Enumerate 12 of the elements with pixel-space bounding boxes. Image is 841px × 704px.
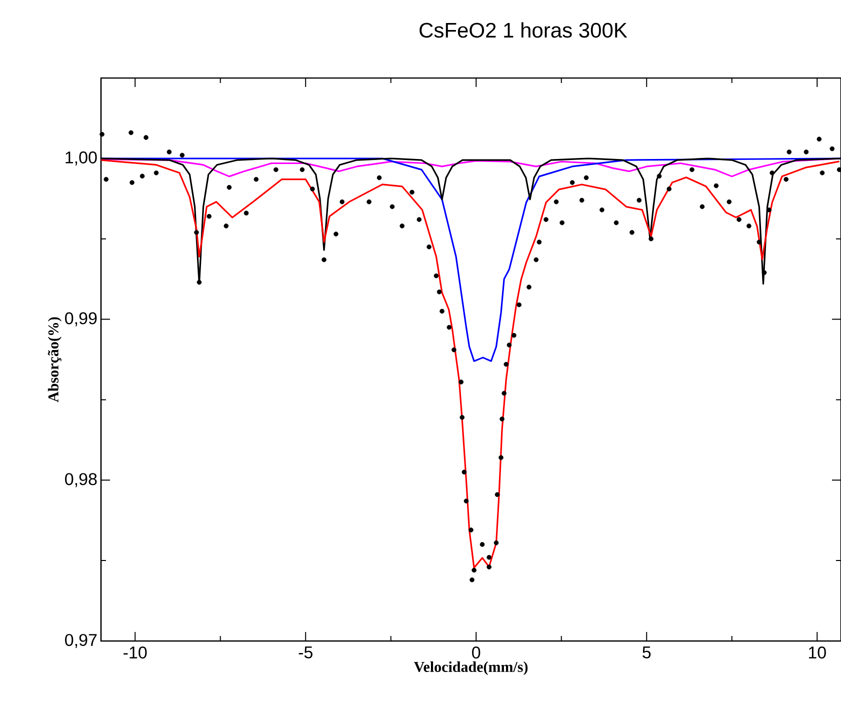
x-tick-label: 10 xyxy=(808,646,826,659)
x-tick-label: 5 xyxy=(642,646,651,658)
y-tick-label: 1,00 xyxy=(66,151,97,166)
chart-title: CsFeO2 1 horas 300K xyxy=(420,22,628,38)
y-tick-label: 0,98 xyxy=(65,473,97,488)
y-tick-label: 0,97 xyxy=(65,634,97,648)
x-tick-label: -5 xyxy=(298,646,312,658)
y-axis-title: Absorção(%) xyxy=(48,317,62,402)
x-tick-label: -10 xyxy=(124,646,147,659)
x-axis-title: Velocidade(mm/s) xyxy=(414,661,528,676)
y-tick-label: 0,99 xyxy=(65,312,97,326)
x-tick-label: 0 xyxy=(472,646,480,659)
